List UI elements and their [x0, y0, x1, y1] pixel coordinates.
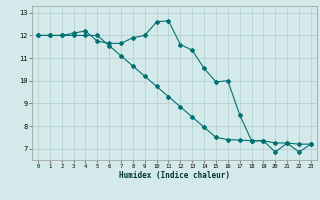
X-axis label: Humidex (Indice chaleur): Humidex (Indice chaleur) — [119, 171, 230, 180]
